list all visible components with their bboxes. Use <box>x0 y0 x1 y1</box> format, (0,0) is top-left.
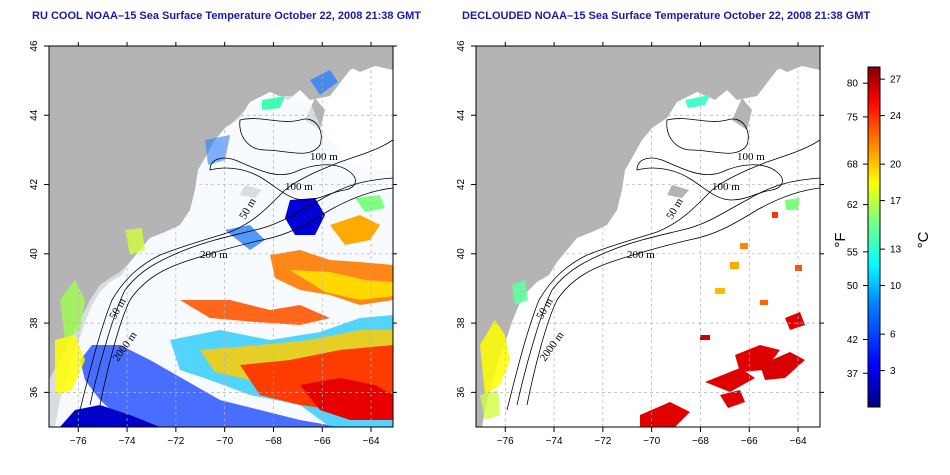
colorbar-f-tick-label: 68 <box>847 160 859 171</box>
sst-patch <box>772 212 778 218</box>
right-sst-field <box>480 95 805 427</box>
colorbar-c-tick-label: 24 <box>890 111 902 122</box>
colorbar-c-tick-label: 6 <box>890 330 896 341</box>
right-lat-tick-label: 36 <box>456 386 467 398</box>
right-lon-tick-label: −68 <box>692 436 709 447</box>
contour-label: 100 m <box>712 181 740 193</box>
right-lon-tick-label: −72 <box>594 436 611 447</box>
left-lon-tick-label: −64 <box>363 436 380 447</box>
left-lat-tick-label: 46 <box>29 40 40 52</box>
colorbar-c-tick-label: 17 <box>890 196 902 207</box>
sst-patch <box>740 243 748 249</box>
sst-patch <box>715 288 725 294</box>
right-lon-tick-label: −76 <box>497 436 514 447</box>
colorbar-c-tick-label: 20 <box>890 160 902 171</box>
right-panel-title: DECLOUDED NOAA–15 Sea Surface Temperatur… <box>462 10 871 22</box>
left-lon-tick-label: −72 <box>167 436 184 447</box>
colorbar-c-tick-label: 13 <box>890 245 902 256</box>
left-lon-tick-label: −66 <box>314 436 331 447</box>
left-lat-tick-label: 42 <box>29 179 40 191</box>
colorbar-f-tick-label: 37 <box>847 369 859 380</box>
sst-patch <box>795 265 802 271</box>
right-map: 100 m 100 m 50 m 200 m 50 m 2000 m −76 −7… <box>456 40 824 447</box>
right-lat-tick-label: 42 <box>456 179 467 191</box>
contour-label: 100 m <box>737 151 765 163</box>
left-map: 100 m 100 m 50 m 200 m 50 m 2000 m −76 −7… <box>29 40 397 447</box>
colorbar-c-tick-label: 10 <box>890 281 902 292</box>
colorbar-f-tick-label: 50 <box>847 281 859 292</box>
right-map-frame <box>475 45 821 428</box>
right-lon-tick-label: −74 <box>546 436 563 447</box>
contour-label: 200 m <box>627 249 655 261</box>
colorbar-f-tick-label: 55 <box>847 247 859 258</box>
colorbar-f-tick-label: 75 <box>847 112 859 123</box>
left-panel-title: RU COOL NOAA–15 Sea Surface Temperature … <box>32 10 422 22</box>
colorbar-celsius-ticks: 27 24 20 17 13 10 6 3 <box>880 75 902 377</box>
sst-patch <box>760 300 768 305</box>
unit-celsius-label: °C <box>915 231 932 248</box>
sst-patch <box>730 262 739 269</box>
contour-label: 100 m <box>285 181 313 193</box>
left-lon-tick-label: −70 <box>216 436 233 447</box>
left-axes: −76 −74 −72 −70 −68 −66 −64 46 44 42 40 38 36 <box>29 40 397 447</box>
colorbar: 80 75 68 62 55 50 42 37 27 24 20 17 13 10 6 3 °F °C <box>832 66 932 408</box>
left-lon-tick-label: −68 <box>265 436 282 447</box>
right-lon-tick-label: −64 <box>790 436 807 447</box>
colorbar-c-tick-label: 27 <box>890 75 902 86</box>
right-lat-tick-label: 40 <box>456 248 467 260</box>
right-lon-tick-label: −66 <box>741 436 758 447</box>
right-lon-tick-label: −70 <box>643 436 660 447</box>
left-lon-tick-label: −74 <box>119 436 136 447</box>
right-lat-tick-label: 44 <box>456 109 467 121</box>
left-lat-tick-label: 38 <box>29 317 40 329</box>
left-map-frame <box>48 45 394 428</box>
right-axes: −76 −74 −72 −70 −68 −66 −64 46 44 42 40 38 36 <box>456 40 824 447</box>
right-lat-tick-label: 38 <box>456 317 467 329</box>
right-land <box>476 46 820 427</box>
left-lat-tick-label: 36 <box>29 386 40 398</box>
left-sst-field <box>49 70 393 427</box>
contour-label: 100 m <box>310 151 338 163</box>
colorbar-f-tick-label: 62 <box>847 200 859 211</box>
right-lat-tick-label: 46 <box>456 40 467 52</box>
colorbar-c-tick-label: 3 <box>890 366 896 377</box>
left-lat-tick-label: 44 <box>29 109 40 121</box>
left-contours <box>79 118 393 411</box>
colorbar-f-tick-label: 42 <box>847 335 859 346</box>
unit-fahrenheit-label: °F <box>832 232 849 247</box>
right-contours <box>506 118 820 411</box>
sst-patch <box>700 335 710 340</box>
colorbar-fahrenheit-ticks: 80 75 68 62 55 50 42 37 <box>847 79 868 380</box>
left-lat-tick-label: 40 <box>29 248 40 260</box>
colorbar-f-tick-label: 80 <box>847 79 859 90</box>
colorbar-gradient <box>867 66 881 408</box>
left-lon-tick-label: −76 <box>70 436 87 447</box>
contour-label: 200 m <box>200 249 228 261</box>
